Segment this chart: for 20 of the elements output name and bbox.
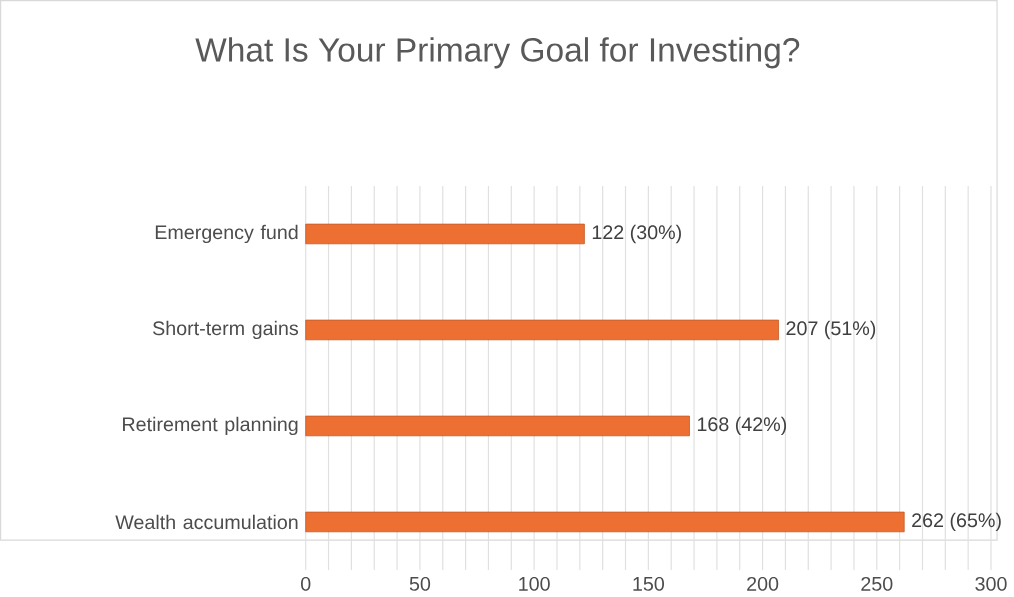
bar bbox=[305, 319, 779, 340]
x-tick-label: 50 bbox=[409, 576, 431, 591]
x-tick-label: 150 bbox=[633, 576, 665, 591]
y-tick-label: Emergency fund bbox=[155, 224, 298, 243]
data-label: 122 (30%) bbox=[592, 224, 681, 243]
x-tick-label: 250 bbox=[861, 576, 893, 591]
y-tick-label: Short-term gains bbox=[153, 320, 299, 339]
data-label: 168 (42%) bbox=[697, 416, 787, 435]
bar bbox=[305, 223, 585, 244]
x-tick-label: 0 bbox=[301, 576, 311, 591]
y-tick-label: Wealth accumulation bbox=[115, 514, 298, 529]
bar bbox=[305, 415, 690, 436]
x-tick-label: 200 bbox=[747, 576, 779, 591]
x-tick-label: 300 bbox=[975, 576, 1007, 591]
data-label: 262 (65%) bbox=[912, 512, 1001, 531]
x-tick-label: 100 bbox=[519, 576, 550, 591]
data-label: 207 (51%) bbox=[786, 320, 876, 339]
y-tick-label: Retirement planning bbox=[123, 416, 298, 435]
bar bbox=[305, 511, 905, 532]
chart-title: What Is Your Primary Goal for Investing? bbox=[195, 36, 800, 69]
